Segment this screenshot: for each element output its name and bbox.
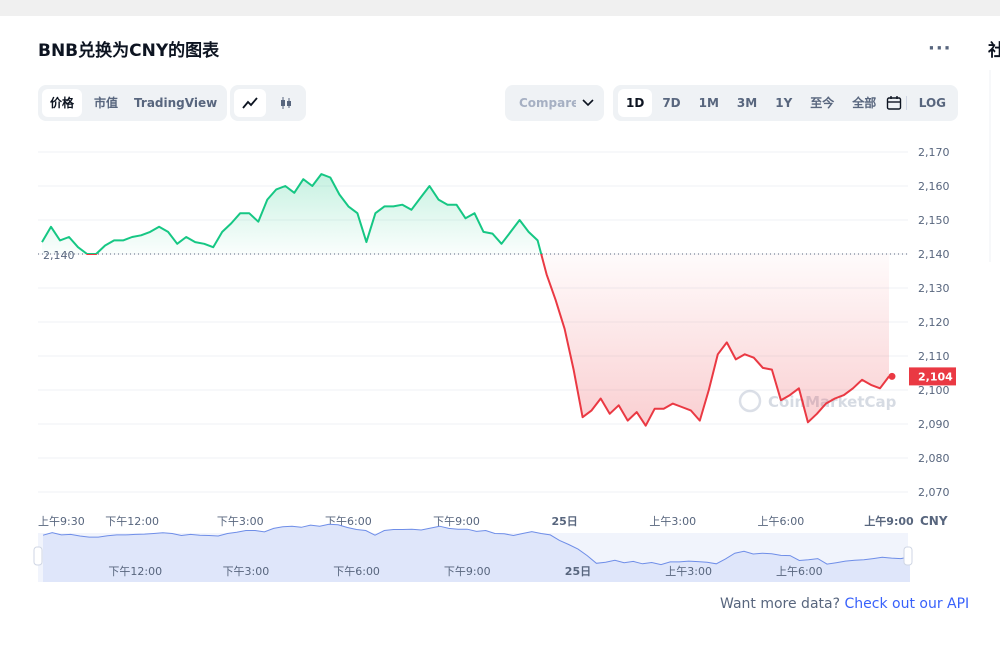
range-button[interactable]: 全部	[852, 96, 877, 110]
log-button[interactable]: LOG	[918, 96, 946, 110]
y-tick-label: 2,160	[918, 180, 950, 193]
line-icon	[242, 97, 258, 109]
more-button[interactable]: ···	[928, 38, 952, 59]
navigator-handle[interactable]	[903, 546, 913, 566]
calendar-icon	[886, 96, 901, 110]
x-tick-label: 下午9:00	[433, 515, 480, 528]
calendar-button[interactable]	[885, 89, 902, 117]
compare-dropdown[interactable]: Compare with	[505, 85, 604, 121]
watermark-logo	[738, 389, 762, 413]
footer-text: Want more data?	[720, 596, 841, 612]
top-bar	[0, 0, 1000, 16]
range-button[interactable]: 1D	[618, 89, 653, 117]
x-tick-label: 下午3:00	[217, 515, 264, 528]
chart-style-group	[230, 85, 306, 121]
price-line	[41, 173, 890, 427]
baseline-label: 2,140	[43, 249, 75, 262]
line-chart-button[interactable]	[234, 89, 266, 117]
price-tag-label: 2,104	[918, 370, 953, 383]
tab[interactable]: 市值	[94, 96, 119, 110]
y-tick-label: 2,130	[918, 282, 950, 295]
x-tick-label: 下午12:00	[105, 515, 159, 528]
navigator-handle[interactable]	[33, 546, 43, 566]
y-tick-label: 2,110	[918, 350, 950, 363]
sidebar-fragment: 社	[988, 41, 1000, 61]
candle-icon	[281, 97, 291, 109]
compare-text: Compare with	[519, 96, 577, 110]
x-tick-label: 上午6:00	[758, 515, 805, 528]
range-button[interactable]: 1M	[698, 96, 719, 110]
range-button[interactable]: 3M	[736, 96, 758, 110]
tab-group: 价格 市值 TradingView	[38, 85, 227, 121]
navigator-tick-label: 下午3:00	[223, 565, 270, 578]
tab[interactable]: TradingView	[134, 96, 218, 110]
y-tick-label: 2,170	[918, 146, 950, 159]
y-tick-label: 2,120	[918, 316, 950, 329]
x-tick-label: 上午9:30	[38, 515, 85, 528]
separator	[906, 96, 907, 110]
price-tag	[909, 367, 956, 386]
navigator-tick-label: 下午9:00	[444, 565, 491, 578]
x-tick-label: 上午9:00	[864, 514, 914, 528]
y-tick-label: 2,150	[918, 214, 950, 227]
y-unit: CNY	[920, 514, 948, 528]
candle-chart-button[interactable]	[270, 89, 302, 117]
tab[interactable]: 价格	[42, 89, 83, 117]
x-tick-label: 上午3:00	[649, 515, 696, 528]
area	[42, 174, 889, 426]
y-tick-label: 2,090	[918, 418, 950, 431]
footer: Want more data? Check out our API	[720, 596, 969, 612]
range-button[interactable]: 1Y	[775, 96, 793, 110]
range-button[interactable]: 7D	[662, 96, 681, 110]
y-tick-label: 2,080	[918, 452, 950, 465]
navigator-tick-label: 上午6:00	[776, 565, 823, 578]
range-group: 1D 7D 1M 3M 1Y 至今 全部 LOG	[613, 85, 958, 121]
navigator-tick-label: 上午3:00	[665, 565, 712, 578]
y-tick-label: 2,140	[918, 248, 950, 261]
navigator-tick-label: 下午6:00	[333, 565, 380, 578]
navigator-line	[42, 523, 911, 566]
y-tick-label: 2,070	[918, 486, 950, 499]
navigator-tick-label: 下午12:00	[108, 565, 162, 578]
watermark: CoinMarketCap	[768, 393, 897, 411]
chevron	[582, 99, 594, 107]
last-point	[888, 372, 896, 380]
y-tick-label: 2,100	[918, 384, 950, 397]
navigator-tick-label: 25日	[565, 565, 591, 578]
chart-title: BNB兑换为CNY的图表	[38, 41, 220, 61]
x-tick-label: 25日	[551, 515, 577, 528]
api-link[interactable]: Check out our API	[844, 596, 970, 612]
range-button[interactable]: 至今	[810, 96, 835, 110]
navigator-area	[43, 524, 910, 582]
